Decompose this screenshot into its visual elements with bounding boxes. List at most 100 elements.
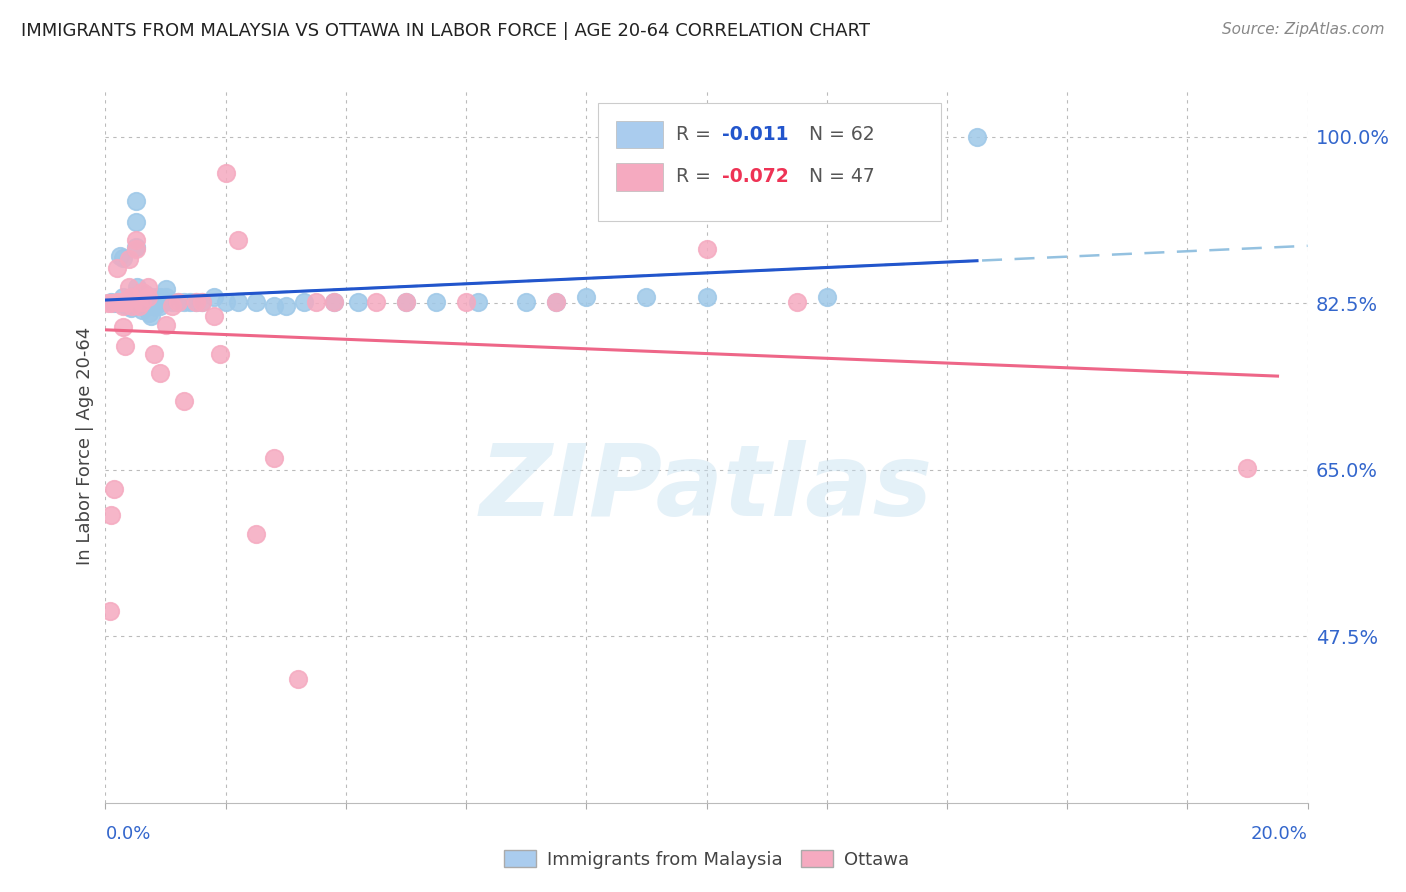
Point: [263, 451, 285, 466]
Point: [131, 295, 153, 310]
Point: [454, 295, 477, 310]
Point: [131, 296, 153, 310]
Point: [546, 295, 568, 310]
Point: [148, 290, 170, 304]
Point: [322, 295, 344, 310]
Point: [138, 306, 160, 320]
Point: [97, 296, 120, 310]
Point: [148, 299, 170, 313]
Text: N = 62: N = 62: [808, 125, 875, 144]
FancyBboxPatch shape: [599, 103, 941, 221]
Point: [515, 295, 537, 310]
Point: [202, 290, 225, 304]
Point: [287, 672, 309, 686]
Point: [112, 290, 135, 304]
Point: [134, 286, 156, 301]
Point: [128, 299, 150, 313]
Point: [124, 242, 146, 256]
Point: [131, 295, 153, 310]
Point: [208, 347, 231, 361]
Text: -0.072: -0.072: [723, 168, 789, 186]
Text: Source: ZipAtlas.com: Source: ZipAtlas.com: [1222, 22, 1385, 37]
Point: [263, 299, 285, 313]
FancyBboxPatch shape: [616, 163, 664, 191]
Point: [395, 295, 418, 310]
Point: [143, 299, 166, 313]
Point: [114, 298, 136, 312]
Point: [166, 295, 188, 310]
Point: [202, 309, 225, 323]
Text: 0.0%: 0.0%: [105, 825, 150, 843]
Point: [115, 296, 138, 310]
Point: [112, 295, 135, 310]
Point: [100, 508, 122, 523]
Text: 20.0%: 20.0%: [1251, 825, 1308, 843]
Point: [100, 295, 122, 310]
Point: [160, 299, 183, 313]
Point: [184, 295, 207, 310]
Point: [152, 295, 174, 310]
Point: [245, 527, 267, 541]
Point: [155, 290, 177, 304]
Point: [139, 309, 162, 323]
Point: [184, 295, 207, 310]
Point: [546, 295, 568, 310]
Point: [155, 318, 177, 333]
Point: [131, 285, 153, 299]
Point: [173, 394, 195, 409]
Point: [98, 604, 121, 618]
Point: [132, 299, 155, 313]
Point: [364, 295, 387, 310]
Point: [136, 290, 159, 304]
Text: N = 47: N = 47: [808, 168, 875, 186]
Point: [148, 295, 170, 310]
Point: [214, 295, 236, 310]
Point: [245, 295, 267, 310]
Point: [292, 295, 315, 310]
Text: R =: R =: [676, 125, 717, 144]
Point: [107, 295, 129, 310]
Point: [118, 252, 141, 266]
Point: [125, 280, 148, 294]
Point: [136, 295, 159, 310]
Point: [322, 295, 344, 310]
FancyBboxPatch shape: [616, 120, 664, 148]
Point: [425, 295, 447, 310]
Point: [786, 295, 808, 310]
Point: [395, 295, 418, 310]
Point: [118, 295, 141, 310]
Point: [274, 299, 297, 313]
Point: [179, 295, 201, 310]
Text: IMMIGRANTS FROM MALAYSIA VS OTTAWA IN LABOR FORCE | AGE 20-64 CORRELATION CHART: IMMIGRANTS FROM MALAYSIA VS OTTAWA IN LA…: [21, 22, 870, 40]
Point: [120, 290, 142, 304]
Point: [136, 290, 159, 304]
Text: ZIPatlas: ZIPatlas: [479, 441, 934, 537]
Text: -0.011: -0.011: [723, 125, 789, 144]
Point: [110, 249, 132, 263]
Point: [815, 290, 838, 304]
Point: [131, 302, 153, 317]
Point: [121, 299, 143, 313]
Point: [136, 299, 159, 313]
Point: [173, 295, 195, 310]
Point: [347, 295, 370, 310]
Point: [226, 295, 249, 310]
Point: [160, 295, 183, 310]
Point: [124, 240, 146, 254]
Point: [120, 301, 142, 315]
Point: [121, 296, 143, 310]
Point: [124, 215, 146, 229]
Point: [305, 295, 328, 310]
Point: [136, 280, 159, 294]
Point: [142, 290, 165, 304]
Point: [100, 296, 122, 310]
Point: [226, 233, 249, 247]
Point: [112, 251, 135, 265]
Point: [112, 299, 135, 313]
Y-axis label: In Labor Force | Age 20-64: In Labor Force | Age 20-64: [76, 326, 94, 566]
Point: [118, 299, 141, 313]
Point: [696, 290, 718, 304]
Point: [696, 242, 718, 256]
Point: [467, 295, 489, 310]
Point: [128, 290, 150, 304]
